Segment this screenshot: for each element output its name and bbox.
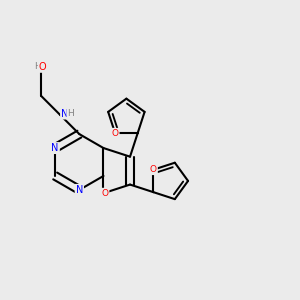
Text: H: H bbox=[68, 109, 74, 118]
Text: N: N bbox=[76, 185, 83, 195]
Text: N: N bbox=[61, 109, 68, 118]
Text: O: O bbox=[101, 189, 109, 198]
Text: O: O bbox=[112, 129, 118, 138]
Text: O: O bbox=[39, 62, 46, 72]
Text: N: N bbox=[52, 143, 59, 153]
Text: H: H bbox=[34, 62, 40, 71]
Text: O: O bbox=[150, 165, 157, 174]
